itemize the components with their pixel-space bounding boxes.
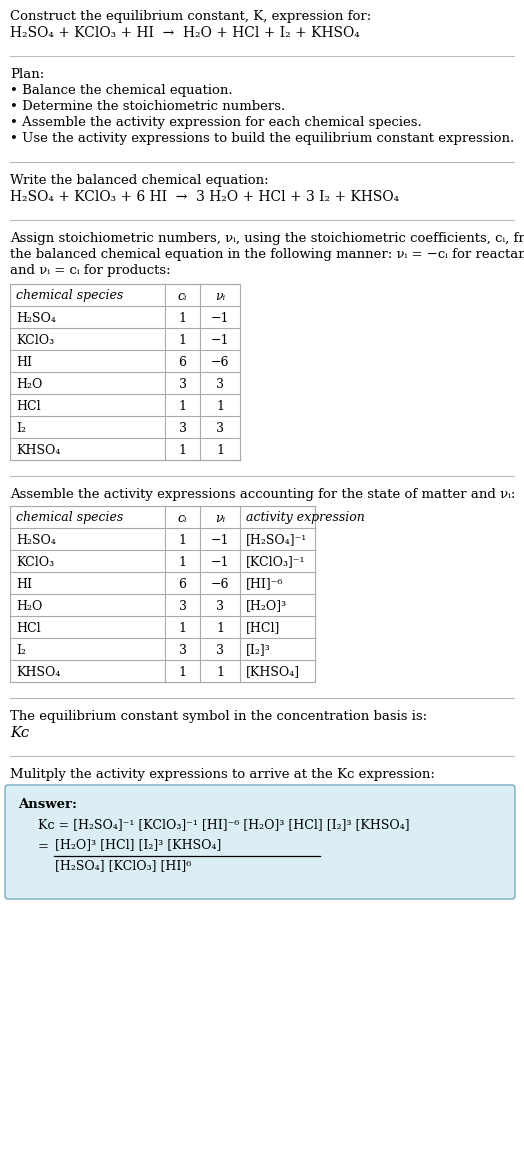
- Text: HI: HI: [16, 355, 32, 368]
- Text: I₂: I₂: [16, 643, 26, 656]
- Text: activity expression: activity expression: [246, 511, 365, 524]
- Text: [H₂O]³ [HCl] [I₂]³ [KHSO₄]: [H₂O]³ [HCl] [I₂]³ [KHSO₄]: [55, 838, 221, 852]
- Text: 1: 1: [179, 555, 187, 568]
- Text: • Use the activity expressions to build the equilibrium constant expression.: • Use the activity expressions to build …: [10, 132, 514, 145]
- Text: 1: 1: [179, 443, 187, 457]
- Text: −1: −1: [211, 333, 230, 346]
- Text: 6: 6: [179, 577, 187, 590]
- Bar: [10, 283, 240, 460]
- Text: 3: 3: [179, 377, 187, 391]
- Text: [KHSO₄]: [KHSO₄]: [246, 665, 300, 678]
- Text: Assign stoichiometric numbers, νᵢ, using the stoichiometric coefficients, cᵢ, fr: Assign stoichiometric numbers, νᵢ, using…: [10, 233, 524, 245]
- Text: 1: 1: [179, 621, 187, 634]
- Text: H₂SO₄ + KClO₃ + 6 HI  →  3 H₂O + HCl + 3 I₂ + KHSO₄: H₂SO₄ + KClO₃ + 6 HI → 3 H₂O + HCl + 3 I…: [10, 190, 399, 204]
- Text: KHSO₄: KHSO₄: [16, 443, 60, 457]
- Text: 1: 1: [216, 443, 224, 457]
- Text: H₂SO₄: H₂SO₄: [16, 311, 56, 324]
- Text: 1: 1: [179, 533, 187, 546]
- Text: Plan:: Plan:: [10, 68, 44, 81]
- Text: Construct the equilibrium constant, K, expression for:: Construct the equilibrium constant, K, e…: [10, 10, 371, 23]
- Text: 3: 3: [179, 643, 187, 656]
- Text: [I₂]³: [I₂]³: [246, 643, 271, 656]
- FancyBboxPatch shape: [5, 784, 515, 899]
- Text: νᵢ: νᵢ: [215, 289, 225, 302]
- Text: Assemble the activity expressions accounting for the state of matter and νᵢ:: Assemble the activity expressions accoun…: [10, 488, 516, 501]
- Text: H₂O: H₂O: [16, 377, 42, 391]
- Text: The equilibrium constant symbol in the concentration basis is:: The equilibrium constant symbol in the c…: [10, 710, 427, 723]
- Text: 1: 1: [179, 333, 187, 346]
- Text: −1: −1: [211, 311, 230, 324]
- Text: 3: 3: [216, 421, 224, 435]
- Text: −6: −6: [211, 355, 230, 368]
- Bar: [10, 506, 315, 681]
- Text: [KClO₃]⁻¹: [KClO₃]⁻¹: [246, 555, 305, 568]
- Text: 6: 6: [179, 355, 187, 368]
- Text: 1: 1: [179, 665, 187, 678]
- Text: 1: 1: [216, 621, 224, 634]
- Text: νᵢ: νᵢ: [215, 511, 225, 524]
- Text: 3: 3: [179, 421, 187, 435]
- Text: KClO₃: KClO₃: [16, 555, 54, 568]
- Text: 1: 1: [216, 665, 224, 678]
- Text: [H₂SO₄]⁻¹: [H₂SO₄]⁻¹: [246, 533, 307, 546]
- Text: 3: 3: [216, 643, 224, 656]
- Text: =: =: [38, 840, 49, 854]
- Text: Kᴄ: Kᴄ: [10, 725, 29, 740]
- Text: [HCl]: [HCl]: [246, 621, 280, 634]
- Text: [H₂SO₄] [KClO₃] [HI]⁶: [H₂SO₄] [KClO₃] [HI]⁶: [55, 858, 191, 872]
- Text: • Balance the chemical equation.: • Balance the chemical equation.: [10, 84, 233, 97]
- Text: Write the balanced chemical equation:: Write the balanced chemical equation:: [10, 174, 269, 187]
- Text: H₂O: H₂O: [16, 599, 42, 612]
- Text: 1: 1: [179, 311, 187, 324]
- Text: and νᵢ = cᵢ for products:: and νᵢ = cᵢ for products:: [10, 264, 171, 277]
- Text: • Assemble the activity expression for each chemical species.: • Assemble the activity expression for e…: [10, 116, 422, 128]
- Text: cᵢ: cᵢ: [178, 289, 187, 302]
- Text: the balanced chemical equation in the following manner: νᵢ = −cᵢ for reactants: the balanced chemical equation in the fo…: [10, 248, 524, 261]
- Text: chemical species: chemical species: [16, 289, 123, 302]
- Text: H₂SO₄ + KClO₃ + HI  →  H₂O + HCl + I₂ + KHSO₄: H₂SO₄ + KClO₃ + HI → H₂O + HCl + I₂ + KH…: [10, 25, 360, 40]
- Text: −6: −6: [211, 577, 230, 590]
- Text: 1: 1: [216, 399, 224, 413]
- Text: KClO₃: KClO₃: [16, 333, 54, 346]
- Text: [HI]⁻⁶: [HI]⁻⁶: [246, 577, 283, 590]
- Text: HCl: HCl: [16, 621, 41, 634]
- Text: [H₂O]³: [H₂O]³: [246, 599, 287, 612]
- Text: KHSO₄: KHSO₄: [16, 665, 60, 678]
- Text: I₂: I₂: [16, 421, 26, 435]
- Text: −1: −1: [211, 555, 230, 568]
- Text: −1: −1: [211, 533, 230, 546]
- Text: HCl: HCl: [16, 399, 41, 413]
- Text: cᵢ: cᵢ: [178, 511, 187, 524]
- Text: Kᴄ = [H₂SO₄]⁻¹ [KClO₃]⁻¹ [HI]⁻⁶ [H₂O]³ [HCl] [I₂]³ [KHSO₄]: Kᴄ = [H₂SO₄]⁻¹ [KClO₃]⁻¹ [HI]⁻⁶ [H₂O]³ […: [38, 818, 410, 831]
- Text: 3: 3: [216, 377, 224, 391]
- Text: Mulitply the activity expressions to arrive at the Kᴄ expression:: Mulitply the activity expressions to arr…: [10, 768, 435, 781]
- Text: • Determine the stoichiometric numbers.: • Determine the stoichiometric numbers.: [10, 100, 285, 113]
- Text: Answer:: Answer:: [18, 798, 77, 811]
- Text: 1: 1: [179, 399, 187, 413]
- Text: HI: HI: [16, 577, 32, 590]
- Text: 3: 3: [179, 599, 187, 612]
- Text: H₂SO₄: H₂SO₄: [16, 533, 56, 546]
- Text: 3: 3: [216, 599, 224, 612]
- Text: chemical species: chemical species: [16, 511, 123, 524]
